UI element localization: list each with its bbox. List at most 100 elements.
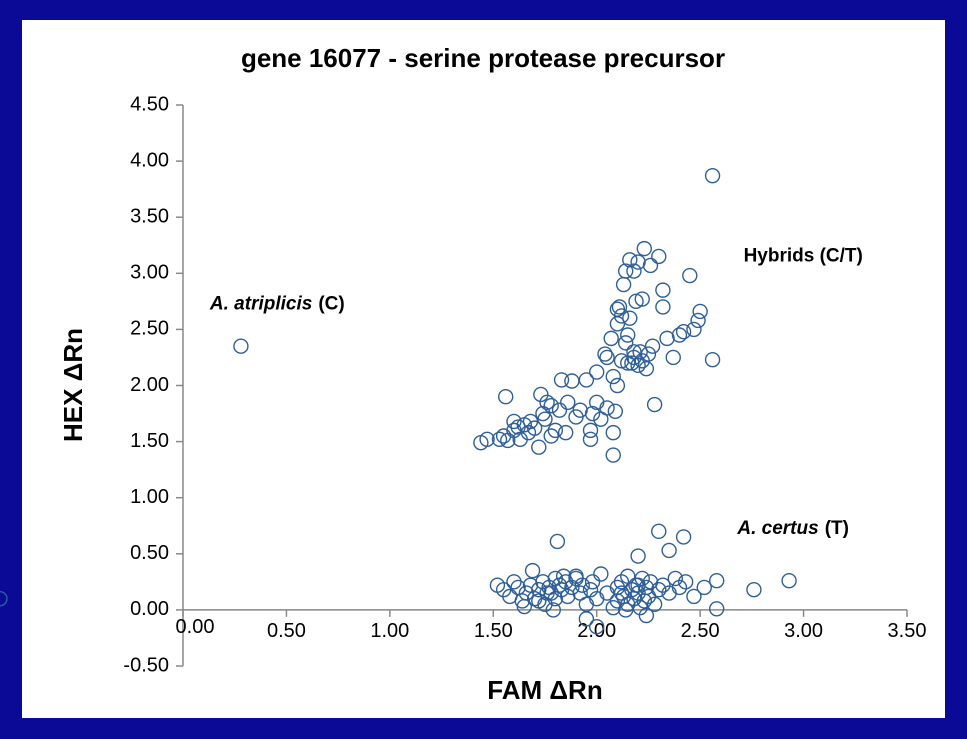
point <box>522 413 539 430</box>
point <box>632 344 648 360</box>
point <box>617 263 634 279</box>
point <box>533 386 549 403</box>
point <box>638 579 655 596</box>
x-tick-label: 2.50 <box>681 620 720 642</box>
y-tick-label: 0.50 <box>130 542 169 564</box>
point <box>686 321 702 338</box>
point <box>620 327 636 343</box>
annotation-label: Hybrids (C/T) <box>744 245 863 266</box>
point <box>692 303 708 320</box>
point <box>578 372 595 388</box>
point <box>605 447 621 463</box>
point <box>589 619 605 635</box>
point <box>613 308 630 324</box>
point <box>599 400 615 416</box>
y-axis-title: HEX ΔRn <box>58 328 88 442</box>
point <box>609 377 626 394</box>
point <box>549 533 566 550</box>
y-tick-label: 0.00 <box>130 598 169 620</box>
annotation: A. atriplicis (C) <box>209 294 345 315</box>
point <box>628 293 644 310</box>
y-tick-label: 3.00 <box>130 262 169 284</box>
point <box>613 353 630 369</box>
point <box>665 349 681 366</box>
y-tick-label: 4.50 <box>130 93 169 115</box>
point <box>655 299 671 315</box>
annotation-species: A. atriplicis <box>209 294 312 315</box>
point <box>651 248 667 265</box>
point <box>746 582 762 598</box>
point <box>543 585 559 601</box>
point <box>704 167 721 184</box>
panel <box>22 20 945 718</box>
point <box>781 573 797 589</box>
point <box>708 573 725 589</box>
point <box>667 570 684 587</box>
annotation: A. certus (T) <box>736 518 849 539</box>
point <box>545 602 561 618</box>
point <box>626 344 642 360</box>
x-tick-label: 3.50 <box>888 620 927 642</box>
point <box>557 424 574 441</box>
point <box>617 602 634 618</box>
point <box>671 327 688 343</box>
point <box>543 397 559 414</box>
point <box>506 574 522 590</box>
point <box>539 394 555 411</box>
x-tick-label: 0.50 <box>267 620 306 642</box>
point <box>651 523 667 540</box>
x-tick-label: 1.50 <box>474 620 513 642</box>
point <box>630 577 646 593</box>
point <box>686 588 702 605</box>
point <box>677 574 694 590</box>
x-tick-label: 2.00 <box>577 620 616 642</box>
point <box>543 428 559 444</box>
point <box>622 252 638 268</box>
point <box>708 601 725 617</box>
x-tick-label: 0.00 <box>176 616 215 638</box>
point <box>646 396 663 413</box>
point <box>589 364 605 380</box>
point <box>696 579 712 596</box>
point <box>655 577 671 593</box>
point <box>584 405 601 422</box>
point <box>690 312 706 329</box>
y-tick-label: 4.00 <box>130 149 169 171</box>
y-tick-label: 3.50 <box>130 205 169 227</box>
point <box>636 240 652 257</box>
point <box>638 360 655 377</box>
point <box>661 542 677 559</box>
y-tick-label: 2.50 <box>130 318 169 340</box>
point <box>233 338 249 354</box>
point <box>531 593 547 609</box>
y-tick-label: 1.00 <box>130 486 169 508</box>
point <box>524 562 541 579</box>
point <box>622 310 638 326</box>
point <box>491 431 508 448</box>
point <box>564 579 580 596</box>
point <box>605 424 621 441</box>
point <box>655 282 671 298</box>
point <box>605 368 621 385</box>
x-tick-label: 1.00 <box>370 620 409 642</box>
point <box>704 351 721 368</box>
annotation: Hybrids (C/T) <box>744 245 863 266</box>
annotation-allele: (T) <box>825 518 849 539</box>
point <box>597 346 613 362</box>
point <box>630 585 646 601</box>
y-tick-label: 2.00 <box>130 374 169 396</box>
point <box>535 405 551 422</box>
x-tick-label: 3.00 <box>784 620 823 642</box>
chart-title: gene 16077 - serine protease precursor <box>241 43 725 73</box>
point <box>640 346 657 362</box>
x-axis-title: FAM ΔRn <box>487 675 602 705</box>
point <box>568 570 584 587</box>
point <box>547 422 564 439</box>
point <box>506 413 522 430</box>
annotation-species: A. certus <box>736 518 818 539</box>
point <box>553 372 570 388</box>
point <box>531 439 547 455</box>
point <box>560 394 576 411</box>
point <box>497 389 514 405</box>
